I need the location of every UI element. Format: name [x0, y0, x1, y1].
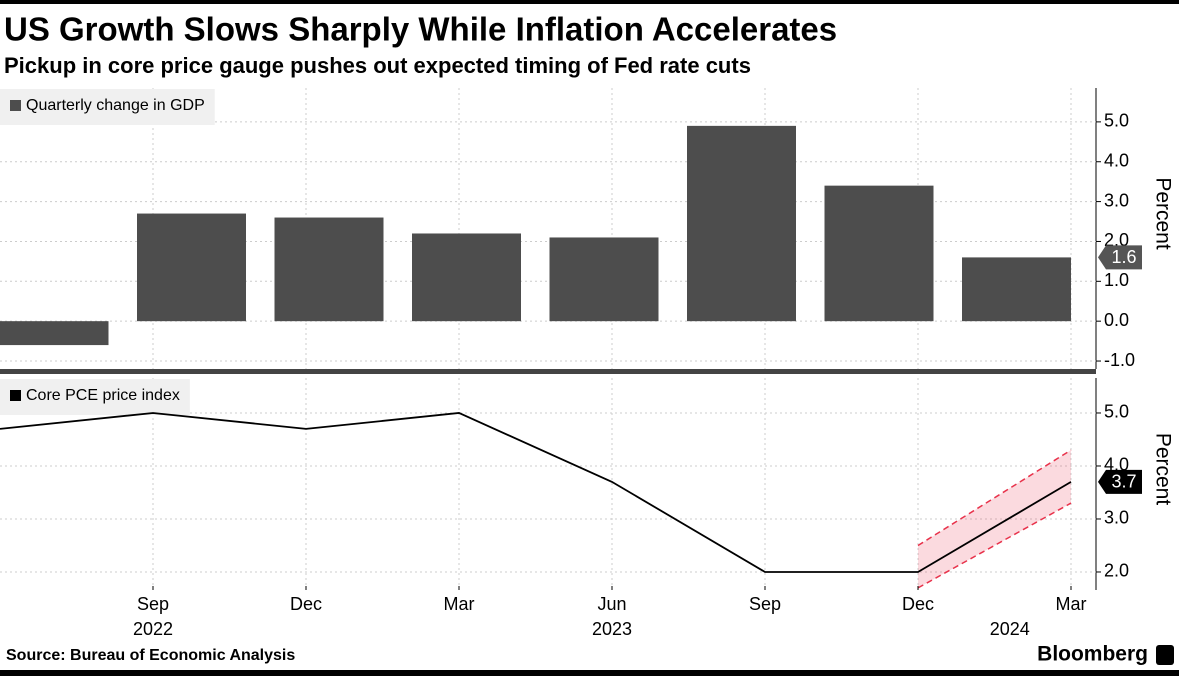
bar — [0, 321, 109, 346]
y-tick-label: 5.0 — [1104, 402, 1129, 422]
legend-label: Quarterly change in GDP — [26, 97, 205, 114]
legend-swatch — [10, 390, 21, 401]
value-badge — [1098, 245, 1142, 270]
legend-label: Core PCE price index — [26, 387, 180, 404]
y-tick-label: 1.0 — [1104, 270, 1129, 290]
forecast-band — [918, 450, 1071, 588]
top-rule — [0, 0, 1179, 4]
x-tick-label: Mar — [1056, 594, 1087, 614]
x-tick-label: Mar — [444, 594, 475, 614]
bar — [962, 257, 1071, 322]
value-label: 1.6 — [1111, 247, 1136, 267]
x-tick-label: Sep — [749, 594, 781, 614]
bar — [824, 185, 934, 322]
x-tick-label: Sep — [137, 594, 169, 614]
y-tick-label: 2.0 — [1104, 561, 1129, 581]
value-label: 3.7 — [1111, 472, 1136, 492]
y-tick-label: 3.0 — [1104, 190, 1129, 210]
bar — [412, 233, 521, 322]
brand: Bloomberg — [1037, 643, 1148, 666]
y-tick-label: 4.0 — [1104, 455, 1129, 475]
x-year-label: 2022 — [133, 619, 173, 639]
y-tick-label: 0.0 — [1104, 310, 1129, 330]
x-tick-label: Jun — [597, 594, 626, 614]
y-tick-label: 3.0 — [1104, 508, 1129, 528]
y-tick-label: 2.0 — [1104, 230, 1129, 250]
band-edge — [917, 449, 1072, 547]
y-axis-title: Percent — [1151, 177, 1174, 250]
y-tick-label: -1.0 — [1104, 350, 1135, 370]
chart-title: US Growth Slows Sharply While Inflation … — [4, 11, 837, 48]
brand-icon — [1156, 645, 1174, 665]
x-year-label: 2023 — [592, 619, 632, 639]
legend-box — [0, 379, 190, 415]
bar — [549, 237, 659, 322]
band-edge — [917, 502, 1072, 589]
y-tick-label: 4.0 — [1104, 150, 1129, 170]
bar — [687, 125, 796, 322]
value-badge — [1098, 469, 1142, 494]
x-year-label: 2024 — [990, 619, 1030, 639]
x-tick-label: Dec — [902, 594, 934, 614]
y-tick-label: 5.0 — [1104, 111, 1129, 131]
bar — [137, 213, 246, 322]
source: Source: Bureau of Economic Analysis — [6, 647, 295, 664]
panel-divider — [0, 369, 1096, 374]
legend-box — [0, 89, 215, 125]
line — [0, 412, 1072, 573]
x-tick-label: Dec — [290, 594, 322, 614]
bottom-rule — [0, 670, 1179, 676]
y-axis-title: Percent — [1151, 433, 1174, 506]
bar — [274, 217, 384, 322]
legend-swatch — [10, 100, 21, 111]
chart-subtitle: Pickup in core price gauge pushes out ex… — [4, 53, 751, 78]
